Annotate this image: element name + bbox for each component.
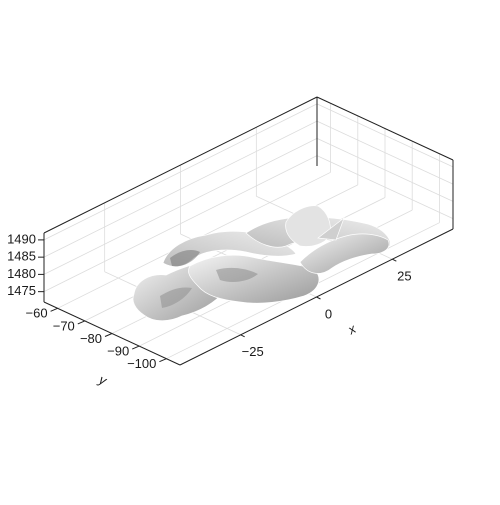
- surface-mesh: [132, 205, 391, 322]
- y-tick-mark: [104, 333, 113, 337]
- grid-line-z-side: [316, 103, 454, 168]
- grid-line-z-side: [316, 138, 454, 202]
- mesh-raised-lobe: [285, 205, 331, 247]
- z-tick-label: 1485: [7, 249, 36, 264]
- mesh-right-arm: [299, 233, 390, 274]
- grid-line-z-back: [43, 120, 318, 258]
- mesh-shadow-right: [170, 250, 200, 267]
- mesh-center-body: [188, 254, 320, 304]
- mesh-shadow-center: [216, 267, 258, 282]
- x-tick-mark: [316, 296, 321, 300]
- grid-line-z-back: [43, 138, 318, 275]
- pane-edge: [43, 96, 318, 234]
- y-tick-mark: [132, 345, 140, 350]
- y-tick-mark: [77, 320, 85, 325]
- z-tick-label: 1490: [7, 231, 36, 246]
- x-tick-mark: [392, 258, 397, 262]
- z-tick-label: 1475: [7, 283, 36, 298]
- x-tick-label: −25: [242, 344, 264, 359]
- y-tick-label: −80: [80, 331, 102, 346]
- x-tick-mark: [240, 334, 245, 338]
- y-axis-title: y: [96, 371, 110, 388]
- x-tick-label: 25: [397, 269, 411, 284]
- y-tick-label: −70: [53, 318, 75, 333]
- x-axis-title: x: [345, 321, 359, 338]
- z-tick-label: 1480: [7, 266, 36, 281]
- mesh-spike: [317, 216, 345, 241]
- y-tick-mark: [159, 358, 167, 363]
- x-tick-label: 0: [325, 306, 332, 321]
- grid-line-z-back: [43, 103, 318, 241]
- pane-edge: [316, 96, 454, 161]
- y-tick-label: −60: [26, 306, 48, 321]
- mesh-shadow-left: [160, 287, 192, 308]
- axis-ticks: [38, 239, 397, 363]
- y-tick-mark: [50, 307, 58, 312]
- y-tick-label: −90: [107, 344, 129, 359]
- grid-line-z-back: [43, 155, 318, 293]
- y-tick-label: −100: [127, 356, 156, 371]
- grid-line-z-side: [316, 120, 454, 185]
- grid-line-z-side: [316, 155, 454, 220]
